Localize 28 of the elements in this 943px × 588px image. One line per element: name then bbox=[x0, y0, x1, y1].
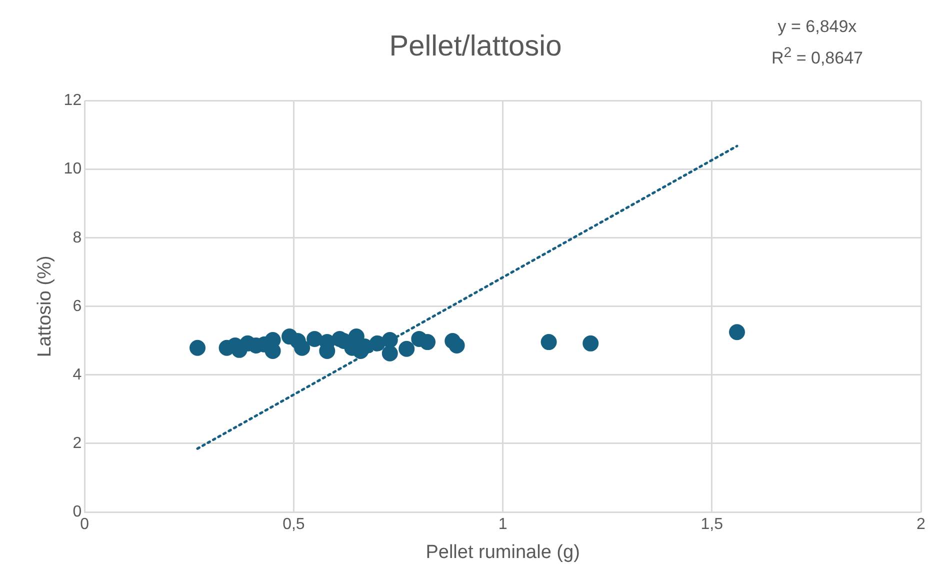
point bbox=[728, 324, 745, 340]
x-axis-title: Pellet ruminale (g) bbox=[426, 542, 580, 563]
point bbox=[582, 335, 599, 352]
point bbox=[369, 335, 386, 352]
x-tick-label: 1,5 bbox=[700, 516, 724, 534]
text: y = 6,849x bbox=[776, 16, 858, 38]
y-tick-label: 12 bbox=[64, 92, 82, 110]
y-tick-label: 6 bbox=[72, 298, 82, 315]
y-tick-label: 10 bbox=[64, 160, 82, 178]
point bbox=[382, 332, 398, 348]
y-tick-label: 8 bbox=[72, 229, 82, 246]
y-tick-label: 0 bbox=[72, 503, 82, 520]
point bbox=[306, 330, 323, 347]
point bbox=[294, 340, 310, 356]
chart-title: Pellet/lattosio bbox=[389, 30, 562, 62]
x-tick-label: 1 bbox=[498, 516, 508, 534]
point bbox=[420, 334, 436, 350]
y-tick-label: 4 bbox=[72, 366, 82, 384]
point bbox=[448, 337, 465, 354]
x-tick-label: 0,5 bbox=[282, 516, 305, 534]
x-tick-label: 2 bbox=[916, 516, 926, 534]
y-tick-label: 2 bbox=[72, 434, 82, 452]
point bbox=[398, 340, 415, 357]
point bbox=[190, 340, 206, 356]
text: R$^{2}$ = 0,8647 bbox=[771, 44, 863, 70]
point bbox=[382, 345, 398, 362]
y-axis-title: Lattosio (%) bbox=[34, 256, 56, 358]
point bbox=[540, 334, 557, 350]
